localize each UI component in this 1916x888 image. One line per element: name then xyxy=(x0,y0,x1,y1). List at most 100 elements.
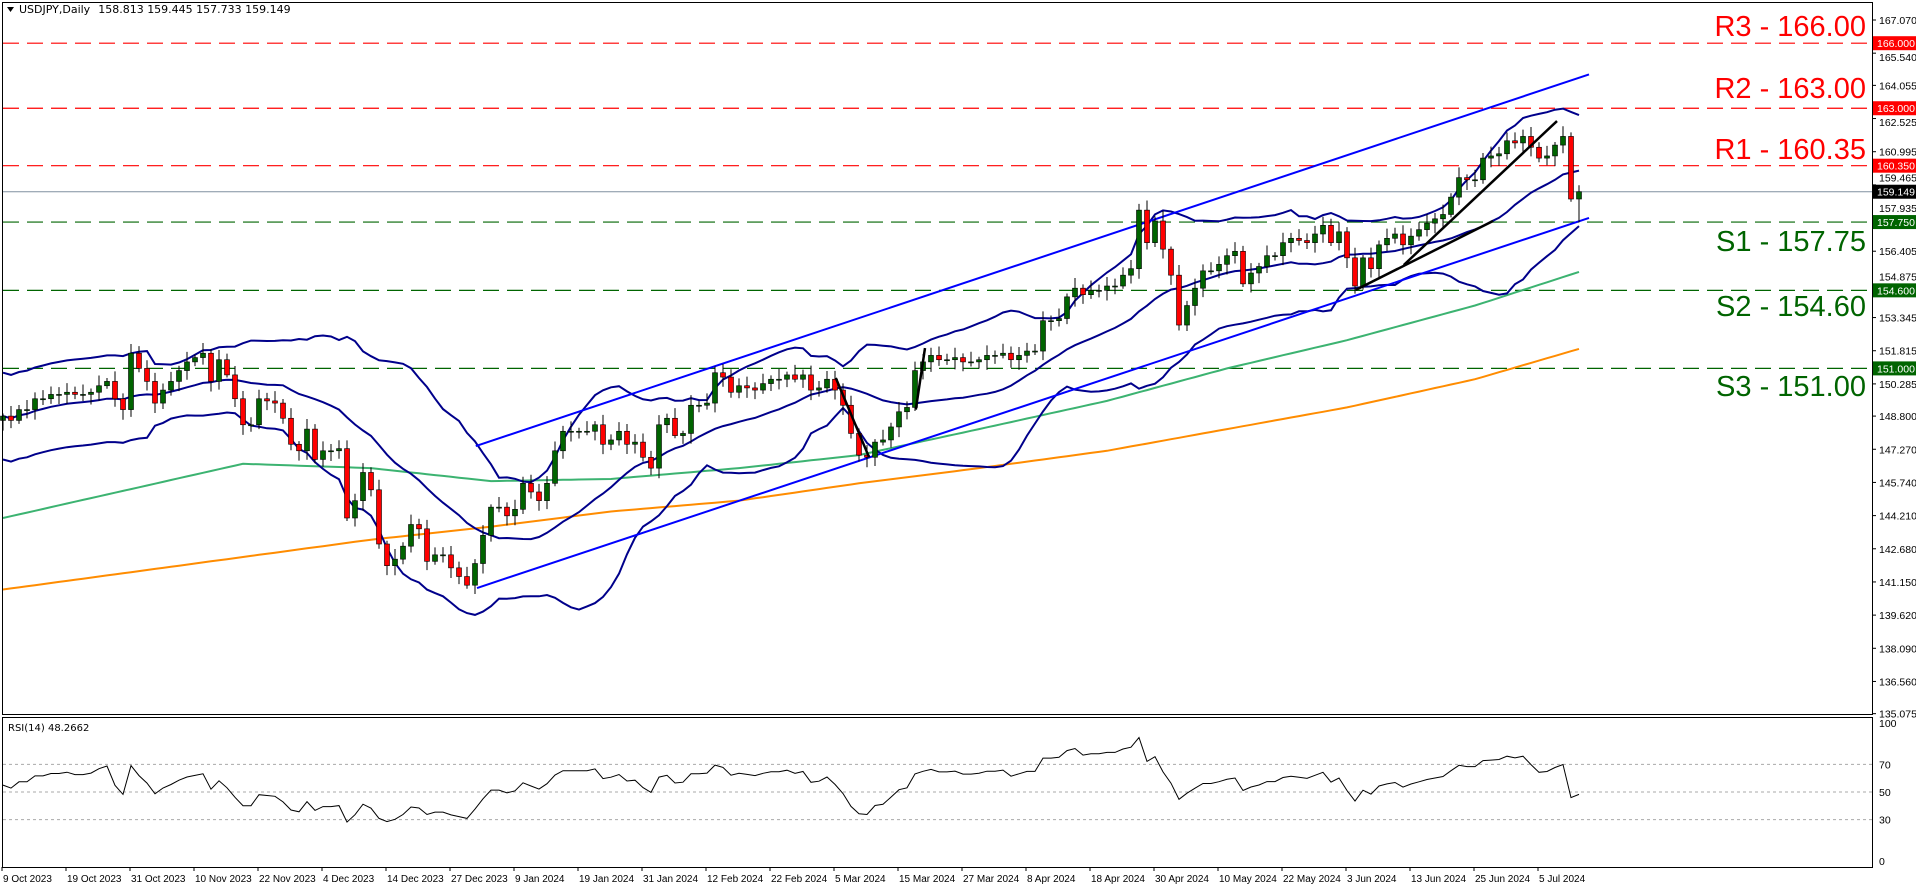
ohlc-label: 158.813 159.445 157.733 159.149 xyxy=(98,3,290,16)
candle xyxy=(1336,222,1342,251)
candle xyxy=(1040,311,1046,361)
candle xyxy=(64,383,70,404)
y-tick-label: 154.875 xyxy=(1879,271,1916,283)
candle xyxy=(1352,247,1358,294)
candle xyxy=(800,369,806,388)
candle-body-up xyxy=(80,394,86,396)
candle xyxy=(200,343,206,365)
candle xyxy=(1240,245,1246,287)
candle-body-up xyxy=(688,404,694,434)
candle xyxy=(1376,240,1382,279)
candle-body-up xyxy=(1440,214,1446,220)
candle-body-up xyxy=(1552,144,1558,157)
trendline[interactable] xyxy=(834,377,871,458)
y-tick-label: 148.800 xyxy=(1879,411,1916,423)
moving-average-green xyxy=(2,270,1580,519)
candle xyxy=(1136,203,1142,279)
x-tick-label: 19 Jan 2024 xyxy=(579,874,634,885)
candle-body-up xyxy=(768,378,774,384)
trendline[interactable] xyxy=(914,347,927,410)
triangle-down-icon[interactable] xyxy=(7,7,14,12)
candle xyxy=(616,422,622,446)
candle xyxy=(208,348,214,392)
candle xyxy=(232,366,238,408)
candle xyxy=(136,346,142,373)
candle-body-up xyxy=(1216,264,1222,272)
candle xyxy=(416,518,422,539)
candle-body-up xyxy=(1128,268,1134,276)
candle-body-up xyxy=(1384,238,1390,246)
candle-body-up xyxy=(560,430,566,452)
header-text: USDJPY,Daily 158.813 159.445 157.733 159.… xyxy=(19,3,291,16)
rsi-tick-label: 100 xyxy=(1879,718,1897,730)
candle-body-up xyxy=(976,359,982,363)
y-tick-label: 151.815 xyxy=(1879,346,1916,358)
rsi-tick-label: 50 xyxy=(1879,787,1891,799)
candle-body-up xyxy=(632,441,638,445)
candle-body-up xyxy=(56,394,62,396)
candle xyxy=(1224,248,1230,275)
x-tick-label: 31 Jan 2024 xyxy=(643,874,698,885)
trendline[interactable] xyxy=(1355,219,1494,292)
candle xyxy=(680,430,686,444)
candle-body-down xyxy=(1368,257,1374,269)
candle xyxy=(1096,284,1102,298)
candle-body-up xyxy=(1096,290,1102,292)
candle-body-up xyxy=(928,355,934,363)
candle xyxy=(96,375,102,401)
candle-body-up xyxy=(1560,136,1566,146)
main-panel-frame xyxy=(2,2,1873,715)
x-tick-label: 14 Dec 2023 xyxy=(387,874,444,885)
candle-body-up xyxy=(400,545,406,560)
candle xyxy=(688,395,694,444)
candle xyxy=(256,389,262,430)
candle xyxy=(1192,278,1198,316)
rsi-line xyxy=(2,736,1580,823)
candle-body-up xyxy=(552,450,558,484)
candle-body-up xyxy=(1192,287,1198,306)
time-axis[interactable]: 9 Oct 2023 19 Oct 2023 31 Oct 2023 10 Nov 2… xyxy=(1,867,1586,885)
candle-body-up xyxy=(680,433,686,436)
candle xyxy=(1144,200,1150,250)
candle-body-up xyxy=(96,385,102,393)
candle-body-up xyxy=(1072,287,1078,298)
candle xyxy=(1568,132,1574,202)
candle xyxy=(1200,264,1206,298)
candle xyxy=(712,366,718,413)
candle xyxy=(696,400,702,413)
channel-line-upper[interactable] xyxy=(475,73,1590,447)
candle-body-up xyxy=(896,411,902,428)
y-tick-label: 150.285 xyxy=(1879,379,1916,391)
candle-body-up xyxy=(880,439,886,443)
rsi-tick-label: 0 xyxy=(1879,856,1885,868)
candle xyxy=(1048,315,1054,331)
candle-body-up xyxy=(1208,270,1214,273)
x-tick-label: 22 May 2024 xyxy=(1283,874,1341,885)
candle-body-up xyxy=(1264,255,1270,267)
candle xyxy=(264,392,270,411)
candle xyxy=(368,467,374,497)
candle-body-up xyxy=(48,394,54,400)
candle xyxy=(528,474,534,499)
candle xyxy=(1208,262,1214,275)
candle xyxy=(1264,245,1270,274)
candle-body-up xyxy=(1496,153,1502,157)
channel-line-lower[interactable] xyxy=(476,216,1590,589)
candle-body-up xyxy=(568,430,574,433)
y-tick-label: 164.055 xyxy=(1879,80,1916,92)
candle xyxy=(488,504,494,542)
candle xyxy=(48,386,54,404)
candle-body-up xyxy=(408,524,414,547)
candle xyxy=(16,405,22,424)
candle xyxy=(632,434,638,454)
candle-body-down xyxy=(504,506,510,517)
trendline[interactable] xyxy=(1402,120,1558,266)
candle-body-down xyxy=(448,554,454,569)
candle xyxy=(784,371,790,388)
candle xyxy=(1504,132,1510,160)
candle-body-down xyxy=(136,352,142,369)
candle xyxy=(1104,276,1110,301)
price-axis[interactable]: 167.070 165.540 164.055 162.525 160.995 159.4… xyxy=(1872,15,1916,721)
candle xyxy=(376,479,382,549)
